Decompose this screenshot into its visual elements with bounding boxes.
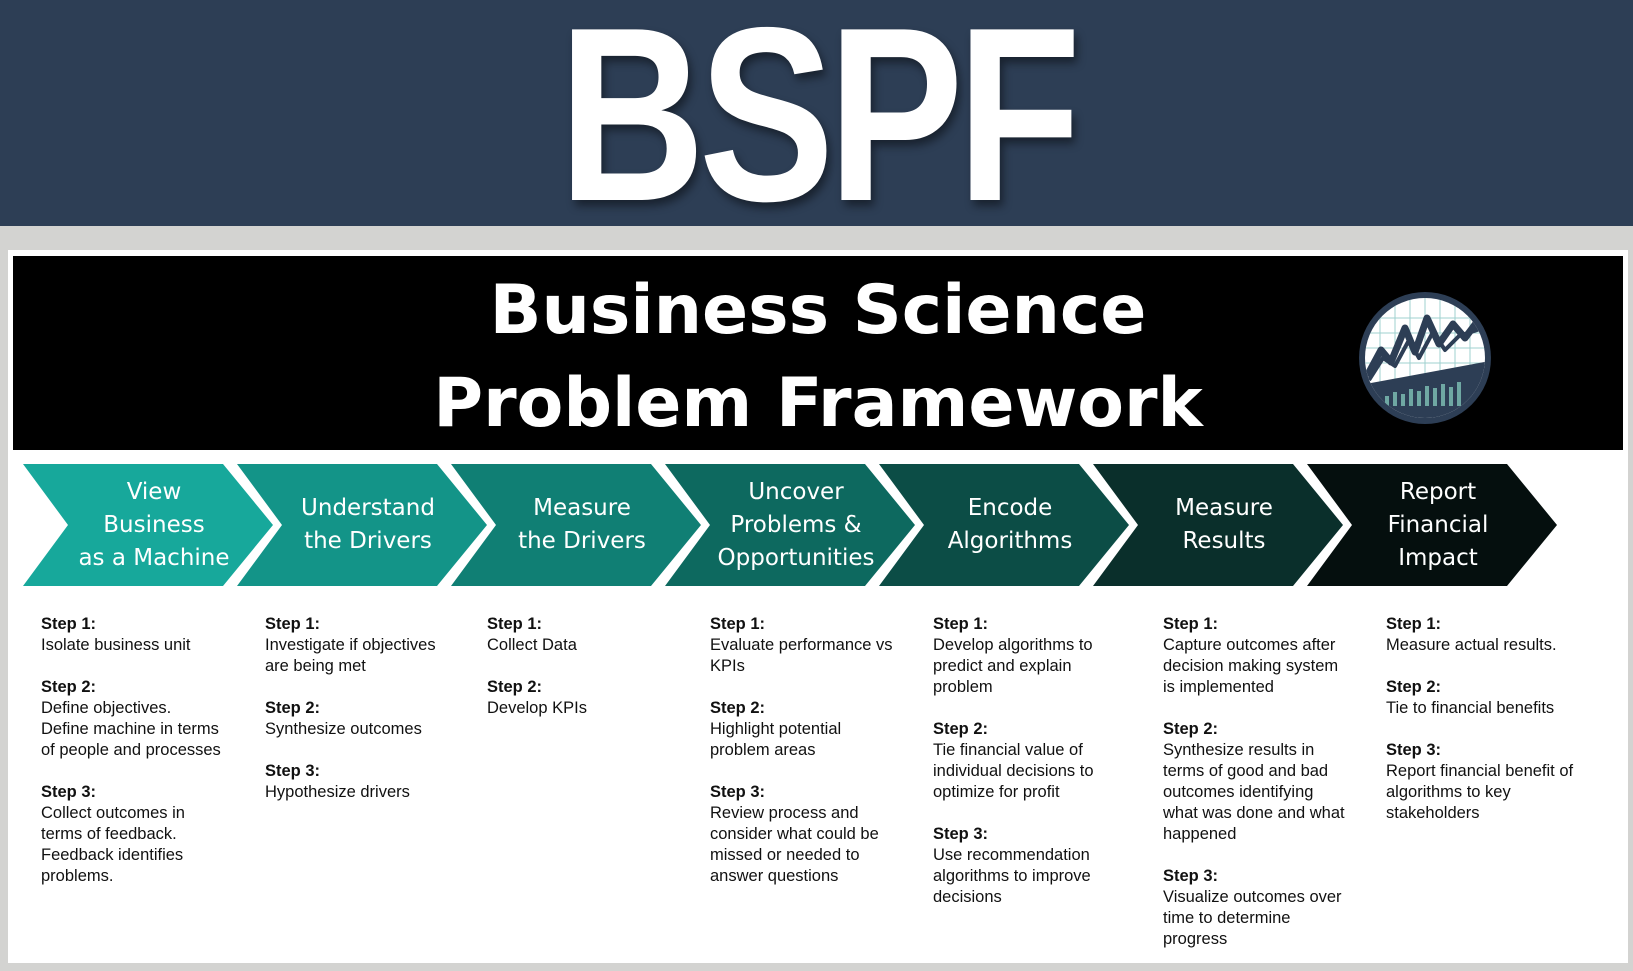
step-label: Step 3: [710,783,766,801]
step-text: Capture outcomes after decision making s… [1163,636,1339,696]
step-item: Step 2: Synthesize outcomes [265,698,475,740]
header-bar: Business Science Problem Framework [13,256,1623,450]
step-item: Step 2: Tie financial value of individua… [933,719,1143,803]
step-label: Step 1: [265,615,321,633]
step-label: Step 3: [933,825,989,843]
stage-4-title: Uncover Problems & Opportunities [717,478,875,571]
header-title-line2: Problem Framework [433,364,1203,443]
step-item: Step 1: Evaluate performance vs KPIs [710,614,920,677]
top-banner: BSPF [0,0,1633,253]
step-item: Step 2: Define objectives. Define machin… [41,677,251,761]
step-text: Collect outcomes in terms of feedback. F… [41,804,185,885]
step-text: Synthesize results in terms of good and … [1163,741,1345,843]
step-label: Step 2: [265,699,321,717]
step-text: Isolate business unit [41,636,191,654]
step-text: Evaluate performance vs KPIs [710,636,893,675]
step-label: Step 2: [487,678,543,696]
step-item: Step 2: Tie to financial benefits [1386,677,1596,719]
stage-3-title: Measure the Drivers [518,495,646,554]
step-label: Step 1: [1163,615,1219,633]
step-text: Highlight potential problem areas [710,720,842,759]
chevron-stage-3 [451,464,701,586]
step-label: Step 1: [710,615,766,633]
stage-7-title: Report Financial Impact [1387,478,1489,571]
step-label: Step 3: [41,783,97,801]
step-text: Tie to financial benefits [1386,699,1555,717]
step-label: Step 1: [933,615,989,633]
step-text: Develop KPIs [487,699,587,717]
step-item: Step 3: Hypothesize drivers [265,761,475,803]
stage-1-steps: Step 1: Isolate business unit Step 2: De… [41,614,251,908]
framework-card: Business Science Problem Framework [8,250,1628,963]
step-item: Step 1: Develop algorithms to predict an… [933,614,1143,698]
chevron-stage-6 [1093,464,1343,586]
business-science-logo-icon [1359,292,1491,424]
chevron-stage-4 [665,464,915,586]
step-item: Step 2: Synthesize results in terms of g… [1163,719,1373,845]
step-item: Step 1: Isolate business unit [41,614,251,656]
chevron-stage-2 [237,464,487,586]
stage-5-title: Encode Algorithms [947,495,1073,554]
step-text: Collect Data [487,636,577,654]
step-item: Step 1: Capture outcomes after decision … [1163,614,1373,698]
stage-6-steps: Step 1: Capture outcomes after decision … [1163,614,1373,971]
stage-1-title: View Business as a Machine [78,478,230,571]
step-label: Step 2: [1386,678,1442,696]
process-chevrons [23,464,1557,586]
step-item: Step 3: Use recommendation algorithms to… [933,824,1143,908]
chevron-stage-7 [1307,464,1557,586]
step-label: Step 2: [1163,720,1219,738]
step-label: Step 1: [1386,615,1442,633]
step-label: Step 2: [710,699,766,717]
step-text: Develop algorithms to predict and explai… [933,636,1093,696]
step-text: Measure actual results. [1386,636,1557,654]
chevron-stage-5 [879,464,1129,586]
stage-5-steps: Step 1: Develop algorithms to predict an… [933,614,1143,929]
stage-3-steps: Step 1: Collect Data Step 2: Develop KPI… [487,614,697,740]
step-text: Visualize outcomes over time to determin… [1163,888,1342,948]
step-item: Step 3: Review process and consider what… [710,782,920,887]
stage-4-steps: Step 1: Evaluate performance vs KPIs Ste… [710,614,920,908]
step-text: Hypothesize drivers [265,783,410,801]
step-label: Step 3: [1163,867,1219,885]
stage-6-title: Measure Results [1175,495,1273,554]
step-label: Step 1: [487,615,543,633]
step-text: Report financial benefit of algorithms t… [1386,762,1574,822]
step-text: Tie financial value of individual decisi… [933,741,1094,801]
stage-2-title: Understand the Drivers [301,495,435,554]
step-text: Investigate if objectives are being met [265,636,436,675]
step-text: Review process and consider what could b… [710,804,879,885]
step-item: Step 2: Highlight potential problem area… [710,698,920,761]
step-text: Define objectives. Define machine in ter… [41,699,221,759]
stage-2-steps: Step 1: Investigate if objectives are be… [265,614,475,824]
step-label: Step 3: [265,762,321,780]
banner-title: BSPF [558,0,1081,253]
step-text: Use recommendation algorithms to improve… [933,846,1091,906]
step-item: Step 1: Collect Data [487,614,697,656]
stage-7-steps: Step 1: Measure actual results. Step 2: … [1386,614,1596,845]
step-label: Step 2: [933,720,989,738]
step-item: Step 2: Develop KPIs [487,677,697,719]
step-item: Step 3: Collect outcomes in terms of fee… [41,782,251,887]
step-text: Synthesize outcomes [265,720,422,738]
step-item: Step 3: Report financial benefit of algo… [1386,740,1596,824]
step-label: Step 2: [41,678,97,696]
header-title-line1: Business Science [489,271,1147,350]
step-item: Step 3: Visualize outcomes over time to … [1163,866,1373,950]
step-label: Step 1: [41,615,97,633]
step-label: Step 3: [1386,741,1442,759]
step-item: Step 1: Investigate if objectives are be… [265,614,475,677]
chevron-stage-1 [23,464,273,586]
step-item: Step 1: Measure actual results. [1386,614,1596,656]
